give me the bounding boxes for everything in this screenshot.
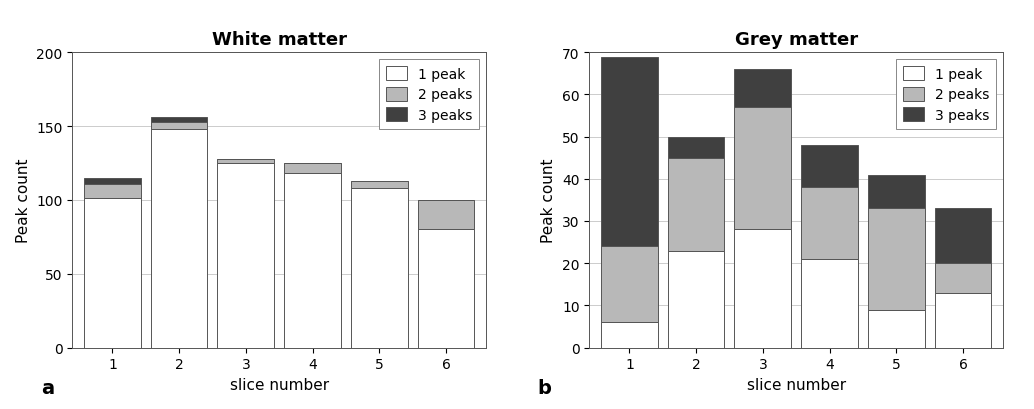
Bar bbox=[801, 259, 858, 348]
Bar bbox=[151, 122, 208, 130]
Bar bbox=[868, 310, 924, 348]
Bar bbox=[668, 251, 725, 348]
Title: White matter: White matter bbox=[212, 31, 346, 49]
Bar bbox=[668, 137, 725, 158]
Bar bbox=[868, 175, 924, 209]
Bar bbox=[351, 181, 407, 189]
Bar bbox=[935, 293, 992, 348]
Bar bbox=[418, 230, 475, 348]
Bar bbox=[418, 200, 475, 230]
Bar bbox=[601, 57, 658, 247]
Bar bbox=[284, 164, 341, 174]
Bar bbox=[84, 184, 141, 199]
Bar bbox=[868, 209, 924, 310]
Bar bbox=[217, 159, 274, 164]
Text: a: a bbox=[41, 378, 55, 397]
Bar bbox=[151, 130, 208, 348]
Bar bbox=[668, 158, 725, 251]
Bar bbox=[601, 322, 658, 348]
Bar bbox=[84, 178, 141, 184]
Bar bbox=[217, 164, 274, 348]
Bar bbox=[734, 70, 791, 108]
Bar bbox=[801, 146, 858, 188]
Title: Grey matter: Grey matter bbox=[734, 31, 858, 49]
Bar bbox=[734, 230, 791, 348]
Legend: 1 peak, 2 peaks, 3 peaks: 1 peak, 2 peaks, 3 peaks bbox=[895, 60, 996, 129]
Y-axis label: Peak count: Peak count bbox=[542, 158, 556, 243]
Bar bbox=[601, 247, 658, 322]
Bar bbox=[801, 188, 858, 259]
Y-axis label: Peak count: Peak count bbox=[16, 158, 31, 243]
X-axis label: slice number: slice number bbox=[747, 377, 846, 392]
Legend: 1 peak, 2 peaks, 3 peaks: 1 peak, 2 peaks, 3 peaks bbox=[378, 60, 479, 129]
Text: b: b bbox=[538, 378, 551, 397]
Bar bbox=[935, 263, 992, 293]
Bar bbox=[151, 118, 208, 122]
Bar bbox=[284, 174, 341, 348]
Bar bbox=[84, 199, 141, 348]
Bar bbox=[935, 209, 992, 263]
Bar bbox=[734, 108, 791, 230]
Bar bbox=[351, 189, 407, 348]
X-axis label: slice number: slice number bbox=[230, 377, 329, 392]
